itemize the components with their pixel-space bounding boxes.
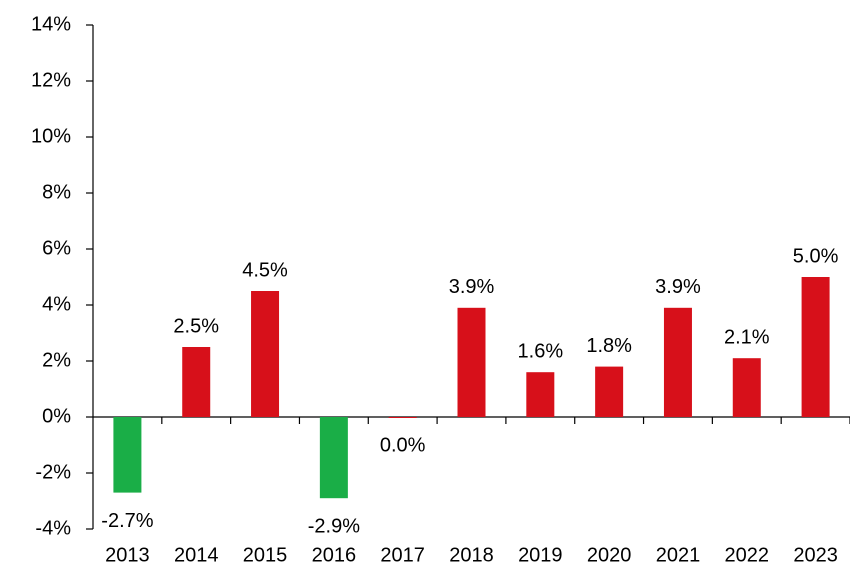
y-tick-label: 12% bbox=[31, 69, 71, 91]
bar bbox=[732, 358, 761, 417]
bar bbox=[801, 277, 830, 417]
value-label: 4.5% bbox=[242, 259, 288, 281]
x-tick-label: 2018 bbox=[449, 544, 494, 566]
bar bbox=[113, 417, 142, 493]
bar bbox=[251, 291, 280, 417]
y-tick-label: 6% bbox=[42, 237, 71, 259]
x-tick-label: 2020 bbox=[587, 544, 632, 566]
bar bbox=[526, 372, 555, 417]
value-label: 2.1% bbox=[724, 326, 770, 348]
x-tick-label: 2016 bbox=[312, 544, 357, 566]
x-tick-label: 2022 bbox=[725, 544, 770, 566]
bar bbox=[319, 417, 348, 499]
y-tick-label: 0% bbox=[42, 405, 71, 427]
value-label: -2.9% bbox=[308, 515, 360, 537]
x-tick-label: 2017 bbox=[380, 544, 425, 566]
y-tick-label: 8% bbox=[42, 181, 71, 203]
bar bbox=[182, 347, 211, 417]
y-tick-label: 2% bbox=[42, 349, 71, 371]
value-label: 0.0% bbox=[380, 434, 426, 456]
y-tick-label: -4% bbox=[35, 517, 71, 539]
y-tick-label: 14% bbox=[31, 13, 71, 35]
bar bbox=[457, 307, 486, 417]
value-label: 2.5% bbox=[173, 315, 219, 337]
value-label: 3.9% bbox=[449, 276, 495, 298]
bar bbox=[595, 366, 624, 417]
x-tick-label: 2013 bbox=[105, 544, 150, 566]
y-tick-label: 10% bbox=[31, 125, 71, 147]
bar bbox=[663, 307, 692, 417]
value-label: -2.7% bbox=[101, 510, 153, 532]
value-label: 5.0% bbox=[793, 245, 839, 267]
x-tick-label: 2015 bbox=[243, 544, 288, 566]
bar bbox=[388, 417, 417, 418]
value-label: 3.9% bbox=[655, 276, 701, 298]
value-label: 1.8% bbox=[586, 335, 632, 357]
x-tick-label: 2014 bbox=[174, 544, 219, 566]
y-tick-label: 4% bbox=[42, 293, 71, 315]
x-tick-label: 2023 bbox=[793, 544, 838, 566]
y-tick-label: -2% bbox=[35, 461, 71, 483]
value-label: 1.6% bbox=[518, 340, 564, 362]
x-tick-label: 2019 bbox=[518, 544, 563, 566]
x-tick-label: 2021 bbox=[656, 544, 701, 566]
